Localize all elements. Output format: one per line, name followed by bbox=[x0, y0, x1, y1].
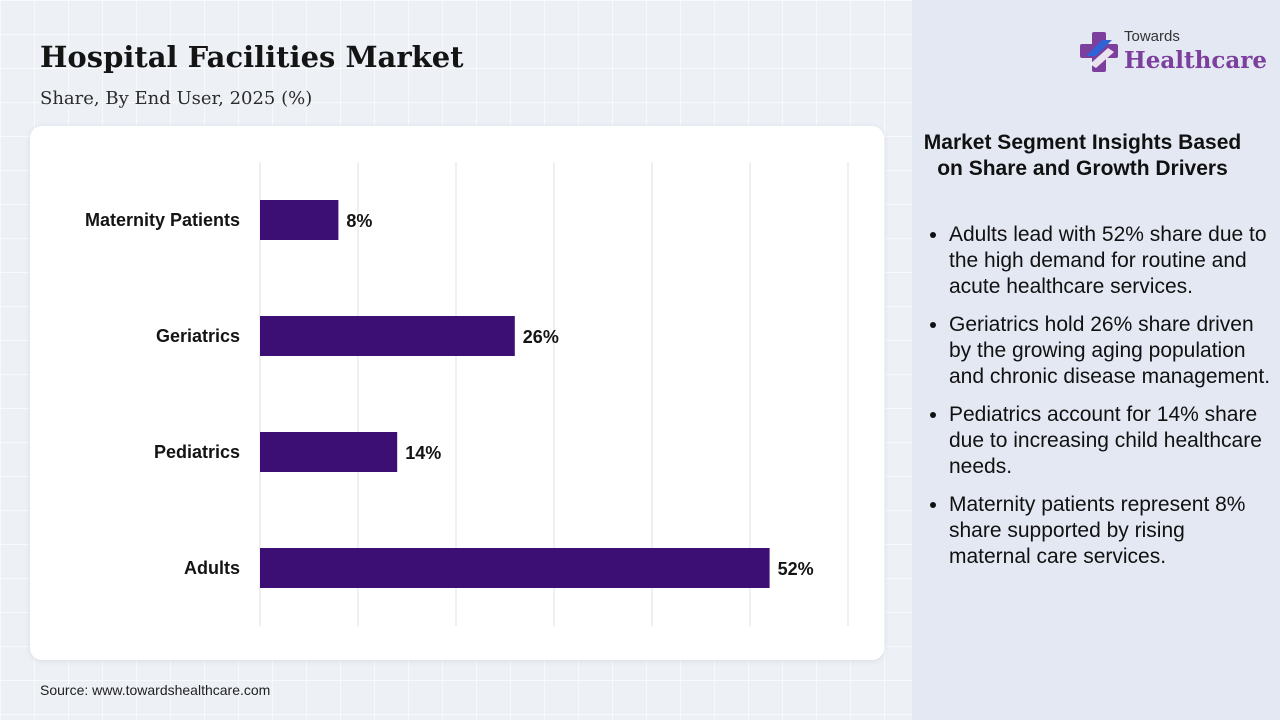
insights-panel bbox=[912, 0, 1280, 720]
chart-card: Maternity Patients 8% Geriatrics 26% Pediatr… bbox=[30, 126, 884, 660]
insights-title: Market Segment Insights Based on Share a… bbox=[923, 131, 1242, 180]
data-label: 8% bbox=[346, 211, 372, 231]
data-label: 52% bbox=[778, 559, 814, 579]
chart-subtitle: Share, By End User, 2025 (%) bbox=[40, 88, 313, 109]
chart-title: Hospital Facilities Market bbox=[40, 40, 464, 74]
bar bbox=[260, 316, 515, 356]
data-label: 14% bbox=[405, 443, 441, 463]
brand-name-large: Healthcare bbox=[1124, 47, 1268, 74]
brand-logo: Towards Healthcare bbox=[1078, 26, 1267, 82]
category-label: Geriatrics bbox=[156, 326, 240, 346]
brand-name-small: Towards bbox=[1124, 28, 1180, 45]
source-note: Source: www.towardshealthcare.com bbox=[40, 682, 271, 698]
bar-chart: Maternity Patients 8% Geriatrics 26% Pediatr… bbox=[85, 162, 849, 626]
bar bbox=[260, 548, 770, 588]
insight-item: Maternity patients represent 8% share su… bbox=[949, 492, 1271, 570]
bar bbox=[260, 200, 339, 240]
data-label: 26% bbox=[523, 327, 559, 347]
bar bbox=[260, 432, 398, 472]
category-label: Maternity Patients bbox=[85, 210, 240, 230]
insight-item: Geriatrics hold 26% share driven by the … bbox=[949, 312, 1271, 390]
plus-cross-icon bbox=[1080, 32, 1118, 72]
category-label: Adults bbox=[184, 558, 240, 578]
insight-item: Adults lead with 52% share due to the hi… bbox=[949, 222, 1271, 300]
category-label: Pediatrics bbox=[154, 442, 240, 462]
insight-item: Pediatrics account for 14% share due to … bbox=[949, 402, 1271, 480]
insights-list: Adults lead with 52% share due to the hi… bbox=[920, 222, 1271, 582]
